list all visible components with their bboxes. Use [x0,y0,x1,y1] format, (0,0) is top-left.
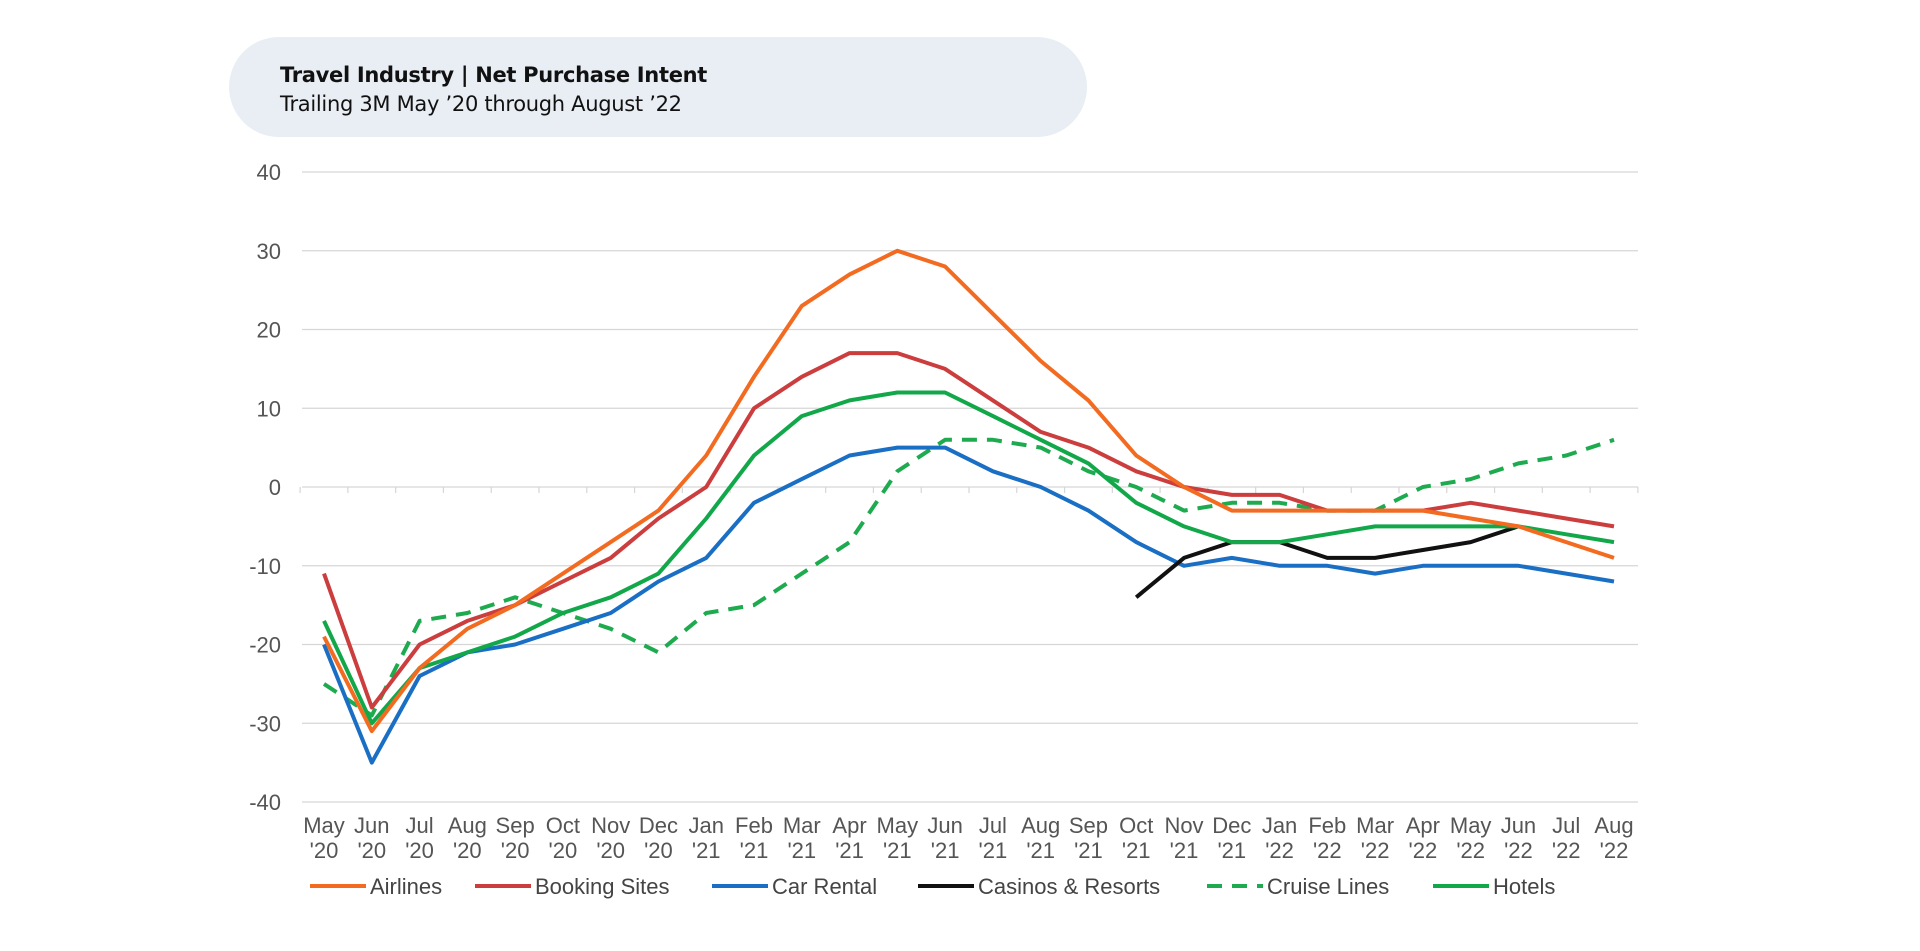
x-tick-label: Feb '21 [735,813,773,863]
series-line-casinos-resorts [1134,524,1520,599]
x-tick-label: Nov '20 [591,813,630,863]
chart-subtitle: Trailing 3M May ’20 through August ’22 [280,92,682,116]
legend-label-hotels: Hotels [1493,874,1555,899]
x-tick-label: Mar '21 [783,813,821,863]
x-tick-label: Sep '20 [496,813,535,863]
x-tick-label: Aug '20 [448,813,487,863]
y-tick-label: 30 [257,239,281,264]
y-tick-label: -10 [249,554,281,579]
x-tick-label: May '20 [303,813,345,863]
x-tick-label: Feb '22 [1308,813,1346,863]
x-tick-label: Oct '20 [546,813,580,863]
x-tick-label: Dec '20 [639,813,678,863]
chart-title: Travel Industry | Net Purchase Intent [280,63,708,87]
legend-label-car-rental: Car Rental [772,874,877,899]
x-tick-label: Mar '22 [1356,813,1394,863]
x-tick-label: May '22 [1450,813,1492,863]
x-tick-label: Sep '21 [1069,813,1108,863]
x-tick-label: Jun '20 [354,813,389,863]
series-line-airlines [322,248,1615,734]
x-tick-label: Aug '21 [1021,813,1060,863]
legend-label-casinos-resorts: Casinos & Resorts [978,874,1160,899]
series-line-car-rental [322,445,1615,765]
x-tick-label: Jul '22 [1552,813,1581,863]
series-lines [322,248,1615,765]
x-tick-label: Jul '21 [979,813,1008,863]
x-axis-ticks [299,487,1639,493]
x-tick-label: May '21 [877,813,919,863]
y-tick-label: 40 [257,160,281,185]
x-tick-label: Jun '22 [1501,813,1536,863]
y-tick-label: 0 [269,475,281,500]
legend: Airlines Booking Sites Car Rental Casinos &… [310,874,1555,899]
legend-label-airlines: Airlines [370,874,442,899]
x-tick-label: Jan '21 [688,813,723,863]
y-tick-label: -20 [249,633,281,658]
y-tick-label: 20 [257,318,281,343]
y-tick-label: -40 [249,790,281,815]
x-tick-label: Aug '22 [1594,813,1633,863]
x-tick-label: Apr '21 [832,813,866,863]
x-tick-label: Jul '20 [405,813,434,863]
y-tick-label: 10 [257,396,281,421]
y-tick-label: -30 [249,711,281,736]
series-line-cruise-lines [322,437,1615,718]
y-axis-tick-labels: 40 30 20 10 0 -10 -20 -30 -40 [249,160,281,815]
series-line-hotels [322,390,1615,726]
x-tick-label: Jun '21 [927,813,962,863]
x-tick-label: Oct '21 [1119,813,1153,863]
chart-header: Travel Industry | Net Purchase Intent Tr… [229,37,1087,137]
x-tick-label: Apr '22 [1406,813,1440,863]
x-tick-label: Nov '21 [1164,813,1203,863]
gridlines [302,171,1638,803]
legend-label-cruise-lines: Cruise Lines [1267,874,1389,899]
x-tick-label: Dec '21 [1212,813,1251,863]
x-tick-label: Jan '22 [1262,813,1297,863]
legend-label-booking-sites: Booking Sites [535,874,670,899]
